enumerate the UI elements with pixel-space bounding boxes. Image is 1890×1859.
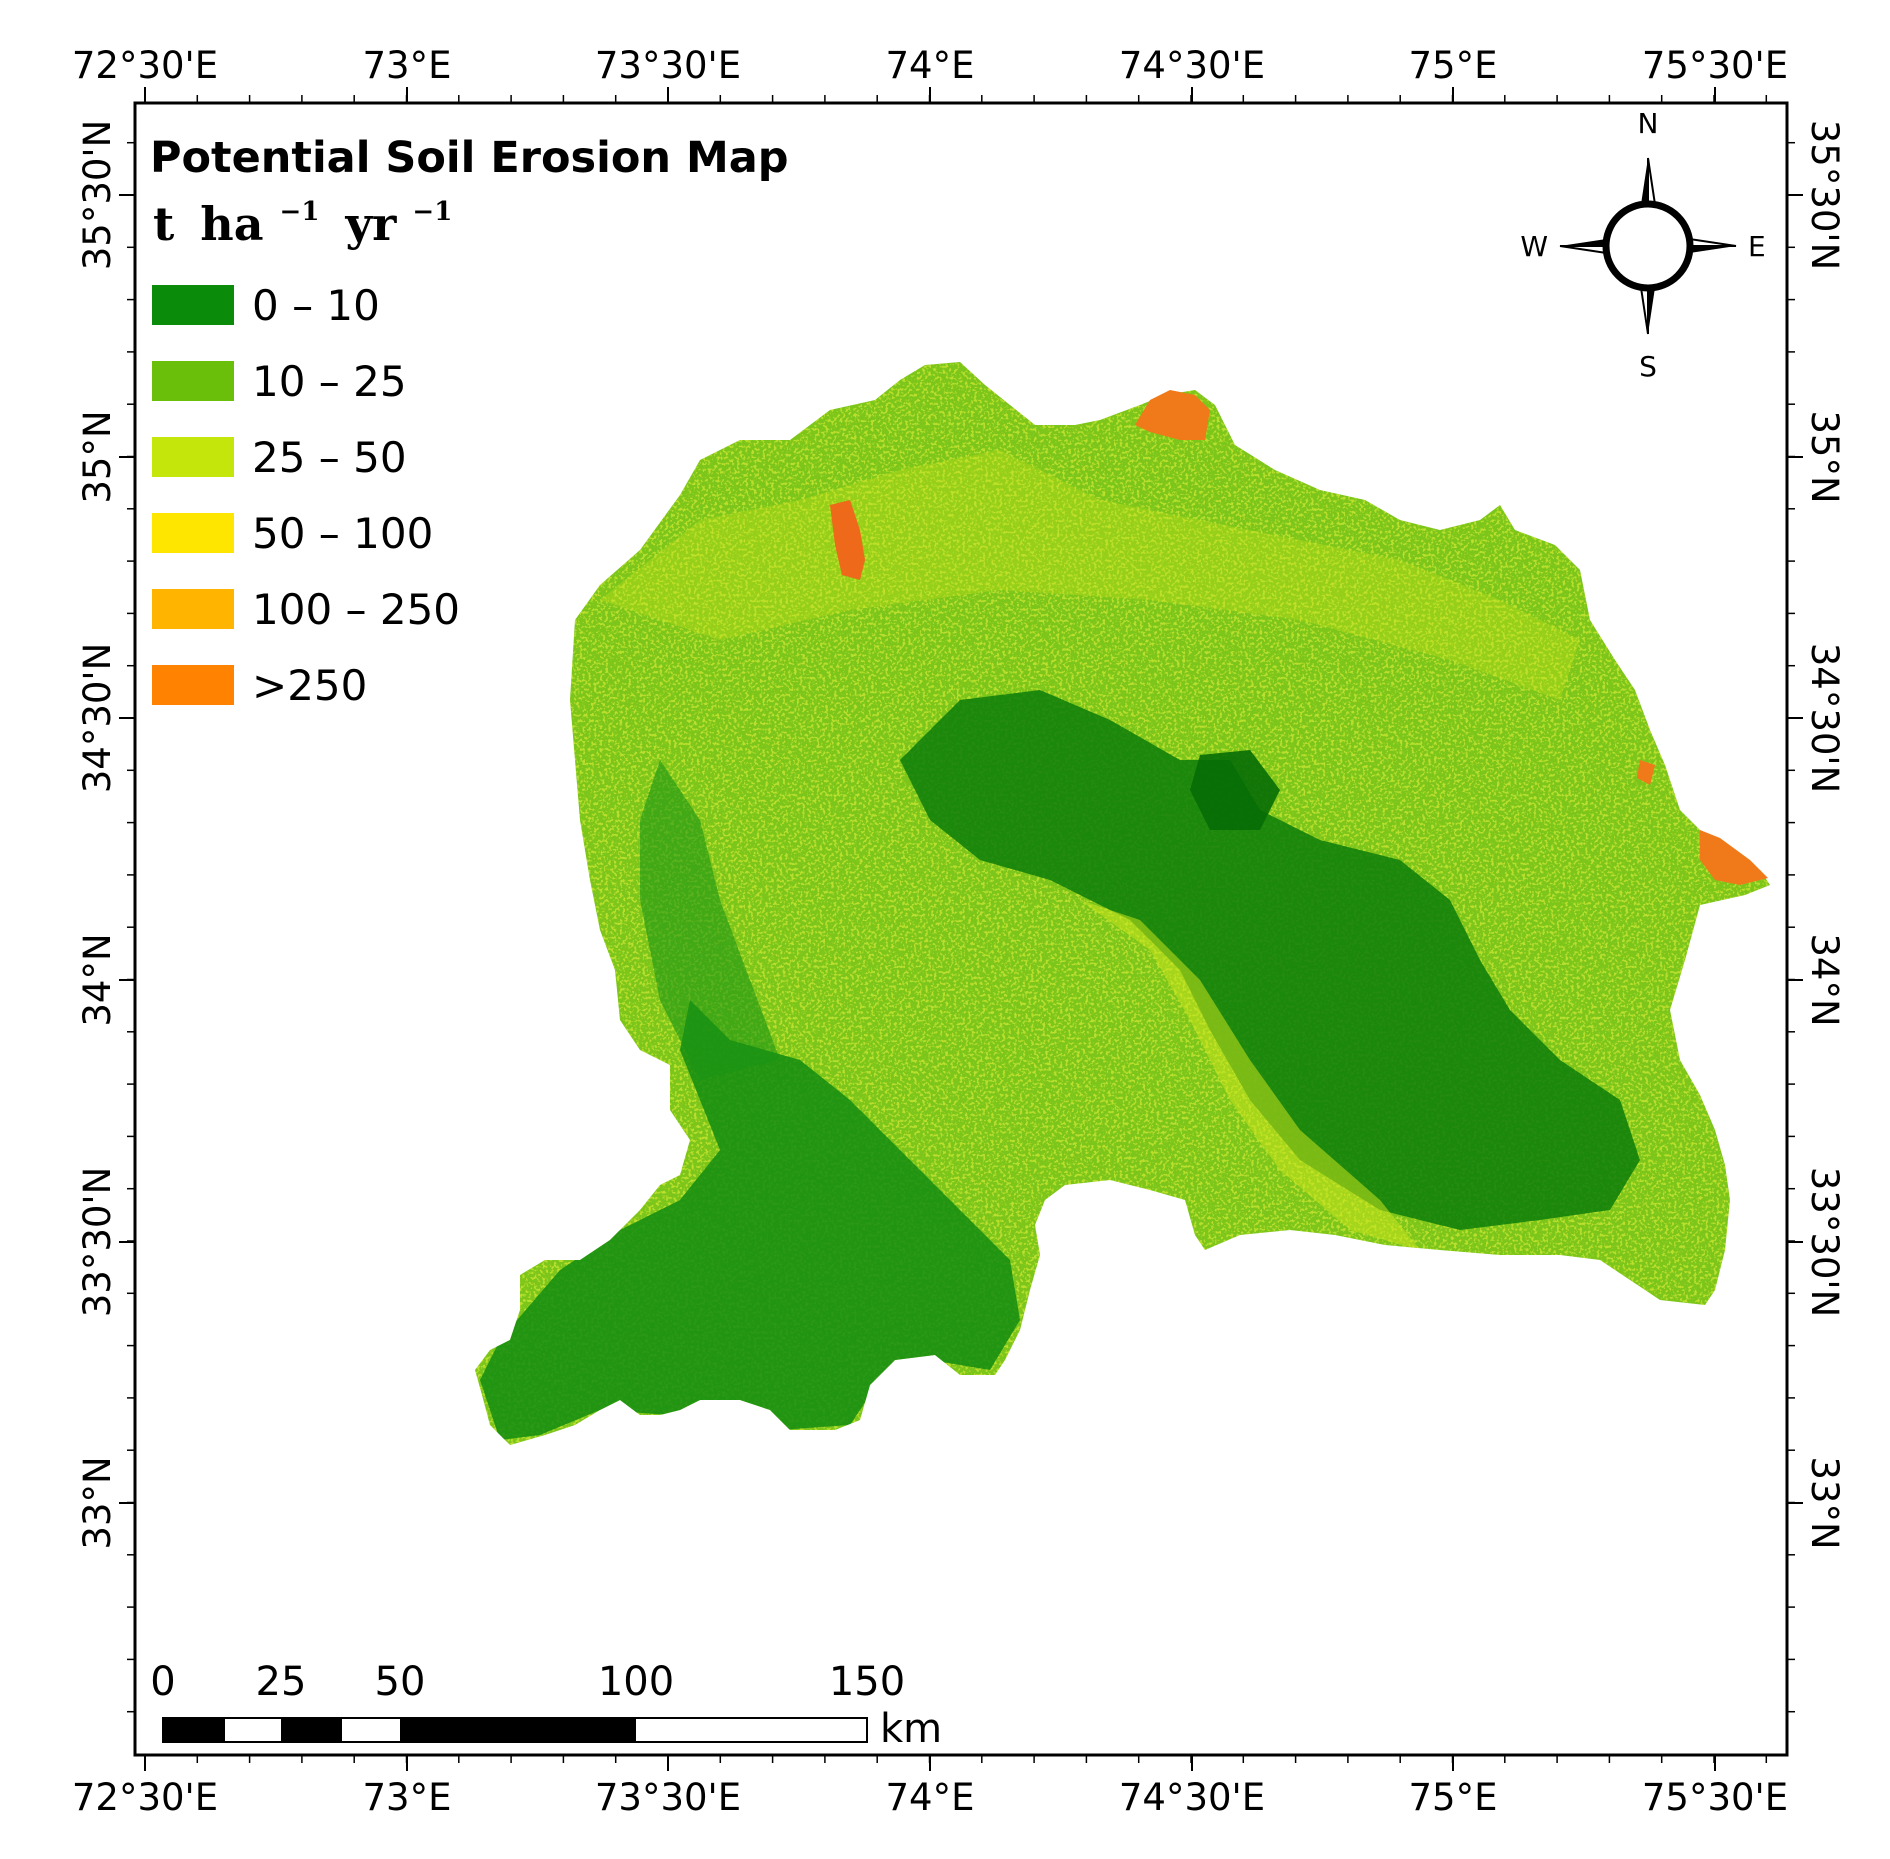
unit-ha-exponent: −1	[280, 197, 320, 227]
lat-tick-label: 33°N	[1803, 1456, 1846, 1549]
lat-tick-label: 33°30'N	[1803, 1167, 1846, 1318]
lon-tick-label: 75°E	[1409, 1776, 1498, 1819]
lat-tick-label: 34°30'N	[1803, 643, 1846, 794]
scale-segment	[163, 1718, 225, 1742]
lat-tick-label: 35°N	[1803, 410, 1846, 503]
legend-swatch	[152, 437, 234, 477]
lat-tick-label: 35°30'N	[1803, 120, 1846, 271]
scale-label: 0	[150, 1659, 175, 1705]
lat-tick-label: 35°N	[76, 410, 119, 503]
lat-tick-label: 35°30'N	[76, 120, 119, 271]
compass-e-label: E	[1748, 230, 1766, 263]
legend-label: 10 – 25	[252, 357, 407, 406]
lon-tick-label: 75°E	[1409, 44, 1498, 87]
legend-swatch	[152, 361, 234, 401]
lon-tick-label: 73°E	[363, 44, 452, 87]
scale-label: 25	[256, 1659, 307, 1705]
scale-label: 100	[598, 1659, 674, 1705]
lat-labels-right: 35°30'N 35°N 34°30'N 34°N 33°30'N 33°N	[1803, 120, 1846, 1550]
legend-swatch	[152, 285, 234, 325]
high-erosion-hotspot-east	[1700, 830, 1768, 885]
legend-swatch	[152, 589, 234, 629]
lon-labels-top: 72°30'E 73°E 73°30'E 74°E 74°30'E 75°E 7…	[72, 44, 1788, 87]
compass-n-label: N	[1638, 107, 1659, 140]
scale-label: 50	[375, 1659, 426, 1705]
lat-tick-label: 34°N	[76, 933, 119, 1026]
lat-tick-label: 34°30'N	[76, 643, 119, 794]
legend-label: 50 – 100	[252, 509, 433, 558]
lon-labels-bottom: 72°30'E 73°E 73°30'E 74°E 74°30'E 75°E 7…	[72, 1776, 1788, 1819]
legend-label: 25 – 50	[252, 433, 407, 482]
map-frame	[133, 101, 1789, 1757]
legend-swatch	[152, 513, 234, 553]
scale-label: 150	[829, 1659, 905, 1705]
high-erosion-hotspot-northwest	[830, 500, 865, 580]
unit-t: t	[153, 197, 175, 251]
high-erosion-hotspot-north	[1135, 390, 1210, 440]
lon-tick-label: 74°E	[886, 44, 975, 87]
legend-title: Potential Soil Erosion Map	[150, 133, 789, 183]
scale-unit: km	[880, 1706, 942, 1752]
scale-bar: 0 25 50 100 150 km	[150, 1659, 942, 1752]
legend-label: 100 – 250	[252, 585, 460, 634]
scale-segment	[400, 1718, 636, 1742]
lat-tick-label: 33°30'N	[76, 1167, 119, 1318]
graticule-ticks	[119, 87, 1803, 1771]
scale-segment	[281, 1718, 342, 1742]
lat-labels-left: 35°30'N 35°N 34°30'N 34°N 33°30'N 33°N	[76, 120, 119, 1550]
lon-tick-label: 73°30'E	[595, 1776, 741, 1819]
compass-s-label: S	[1639, 350, 1657, 383]
basin-raster	[475, 362, 1770, 1445]
legend-swatch	[152, 665, 234, 705]
lon-tick-label: 72°30'E	[72, 44, 218, 87]
compass-rose: N S E W	[1520, 107, 1765, 383]
lon-tick-label: 74°E	[886, 1776, 975, 1819]
lon-tick-label: 75°30'E	[1642, 1776, 1788, 1819]
lat-tick-label: 34°N	[1803, 933, 1846, 1026]
unit-ha: ha	[200, 197, 263, 251]
compass-ring	[1602, 200, 1694, 292]
lon-tick-label: 73°30'E	[595, 44, 741, 87]
lon-tick-label: 74°30'E	[1119, 44, 1265, 87]
lon-tick-label: 72°30'E	[72, 1776, 218, 1819]
unit-yr-exponent: −1	[412, 197, 452, 227]
legend: Potential Soil Erosion Map t ha −1 yr −1…	[150, 133, 789, 710]
legend-unit: t ha −1 yr −1	[153, 177, 452, 251]
lon-tick-label: 75°30'E	[1642, 44, 1788, 87]
unit-yr: yr	[344, 197, 397, 251]
low-erosion-zone-southwest	[480, 1000, 1020, 1440]
lon-tick-label: 74°30'E	[1119, 1776, 1265, 1819]
legend-label: >250	[252, 661, 367, 710]
low-erosion-zone-east	[900, 690, 1640, 1230]
lat-tick-label: 33°N	[76, 1456, 119, 1549]
compass-w-label: W	[1520, 230, 1548, 263]
legend-label: 0 – 10	[252, 281, 380, 330]
lon-tick-label: 73°E	[363, 1776, 452, 1819]
